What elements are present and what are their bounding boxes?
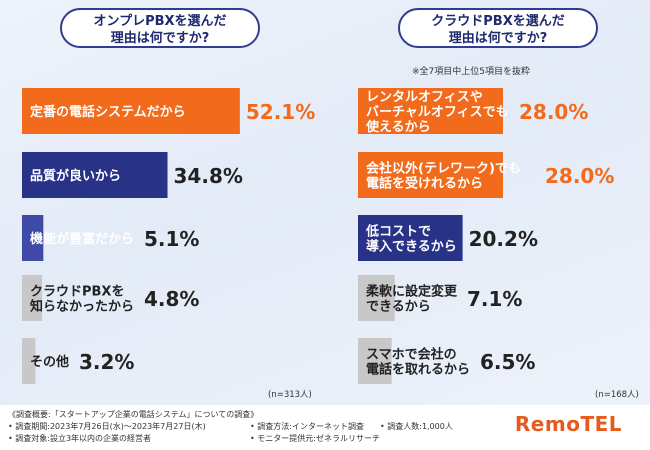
footer-provider: • モニター提供元:ゼネラルリサーチ: [250, 434, 380, 443]
footer-count: • 調査人数:1,000人: [380, 422, 453, 431]
right-bar-label-1: レンタルオフィスやバーチャルオフィスでも使えるから: [365, 90, 509, 135]
bar-charts: 定番の電話システムだから 52.1% 品質が良いから 34.8% 機能が豊富だから 5.1…: [22, 88, 614, 384]
footer-period: • 調査期間:2023年7月26日(水)〜2023年7月27日(木): [8, 422, 206, 431]
left-bar-5: [22, 338, 36, 384]
left-bar-label-1: 定番の電話システムだから: [29, 104, 186, 120]
footer-line1: 《調査概要:「スタートアップ企業の電話システム」についての調査》: [8, 410, 259, 419]
survey-footer: 《調査概要:「スタートアップ企業の電話システム」についての調査》 • 調査期間:…: [0, 405, 650, 450]
left-question-line1: オンプレPBXを選んだ: [93, 14, 227, 29]
left-bar-label-5: その他: [30, 354, 69, 370]
chart-panel: [0, 0, 650, 405]
right-bar-4: [358, 275, 395, 321]
left-bar-label-4: クラウドPBXを知らなかったから: [30, 285, 134, 315]
left-bar-label-3: 機能が豊富だから: [30, 231, 134, 247]
right-question-bubble: クラウドPBXを選んだ 理由は何ですか?: [398, 8, 598, 48]
right-bar-3: [358, 215, 463, 261]
left-bar-1: [22, 88, 240, 134]
right-bar-5: [358, 338, 392, 384]
right-bar-label-4: 柔軟に設定変更できるから: [365, 284, 458, 315]
right-bar-value-4: 7.1%: [467, 287, 522, 311]
right-bar-label-3: 低コストで導入できるから: [365, 224, 457, 255]
left-bar-4: [22, 275, 43, 321]
left-bar-label-2: 品質が良いから: [30, 168, 121, 184]
right-bar-value-5: 6.5%: [480, 350, 535, 374]
footer-target: • 調査対象:設立3年以内の企業の経営者: [8, 434, 152, 443]
right-bar-2: [358, 152, 503, 198]
right-question-line1: クラウドPBXを選んだ: [431, 14, 565, 29]
right-subnote: ※全7項目中上位5項目を抜粋: [412, 67, 530, 77]
right-bar-value-2: 28.0%: [545, 164, 614, 188]
remotel-logo: RemoTEL: [514, 412, 622, 436]
right-sample-size: (n=168人): [595, 390, 639, 400]
left-question-line2: 理由は何ですか?: [110, 31, 210, 46]
left-bar-value-1: 52.1%: [246, 100, 315, 124]
right-bar-label-5: スマホで会社の電話を取れるから: [366, 347, 470, 378]
right-bar-value-1: 28.0%: [519, 100, 588, 124]
right-bar-1: [358, 88, 503, 134]
left-bar-value-3: 5.1%: [144, 227, 199, 251]
left-bar-2: [22, 152, 168, 198]
left-bar-value-4: 4.8%: [144, 287, 199, 311]
right-bar-label-2: 会社以外(テレワーク)でも電話を受けれるから: [366, 161, 521, 192]
right-bar-value-3: 20.2%: [469, 227, 538, 251]
left-sample-size: (n=313人): [268, 390, 312, 400]
left-bar-value-2: 34.8%: [174, 164, 243, 188]
left-bar-value-5: 3.2%: [79, 350, 134, 374]
right-question-line2: 理由は何ですか?: [448, 31, 548, 46]
footer-method: • 調査方法:インターネット調査: [250, 422, 364, 431]
left-question-bubble: オンプレPBXを選んだ 理由は何ですか?: [60, 8, 260, 48]
left-bar-3: [22, 215, 44, 261]
